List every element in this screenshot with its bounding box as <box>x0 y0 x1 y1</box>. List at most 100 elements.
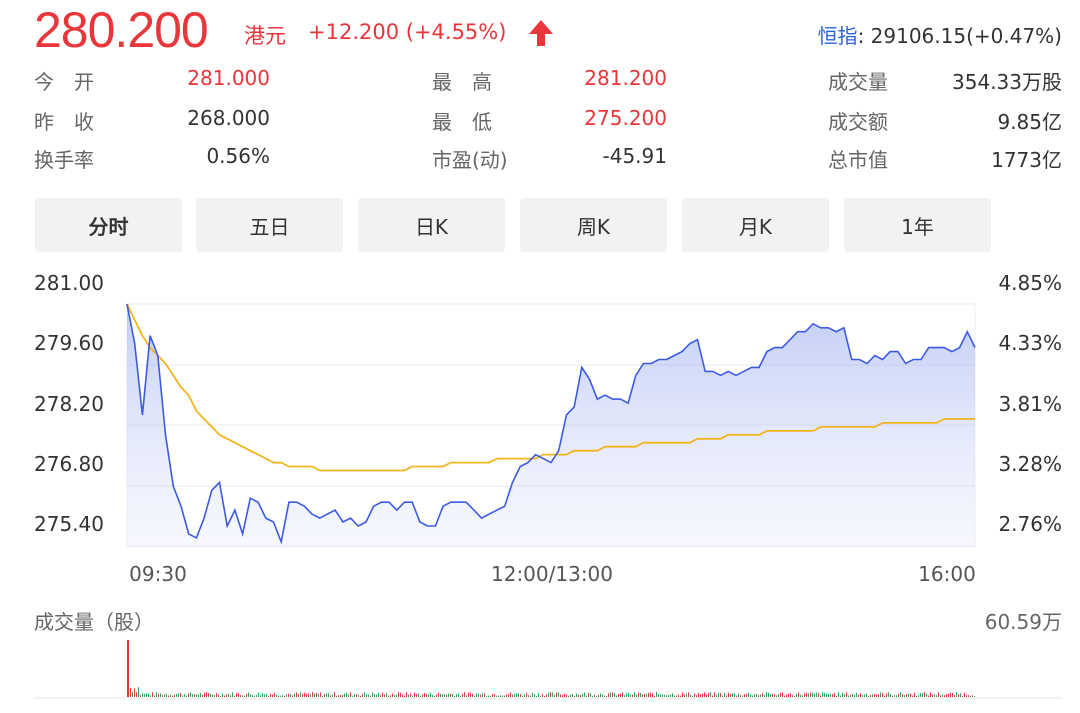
tab-5[interactable]: 1年 <box>844 198 991 252</box>
volume-bar <box>318 694 319 697</box>
volume-bar <box>404 695 405 697</box>
volume-bar <box>580 695 581 697</box>
volume-bar <box>902 694 903 697</box>
volume-bar <box>486 695 487 697</box>
volume-bar <box>426 694 427 697</box>
volume-bar <box>140 694 141 697</box>
stat-value: 281.000 <box>187 66 270 90</box>
volume-bar <box>680 695 681 697</box>
stat-label: 总市值 <box>828 148 888 172</box>
volume-bar <box>410 693 411 697</box>
volume-bar <box>796 693 797 697</box>
volume-bar <box>608 693 609 697</box>
volume-bar <box>132 691 133 697</box>
volume-bar <box>130 688 131 697</box>
volume-bar <box>208 693 209 697</box>
volume-bar <box>408 694 409 697</box>
volume-bar <box>226 694 227 697</box>
volume-bar <box>644 693 645 697</box>
volume-bar <box>774 694 775 697</box>
tab-3[interactable]: 周K <box>520 198 667 252</box>
volume-bar <box>168 695 169 697</box>
tab-1[interactable]: 五日 <box>196 198 343 252</box>
volume-bar <box>266 694 267 697</box>
volume-bar <box>280 695 281 697</box>
y-right-tick: 3.28% <box>998 452 1062 476</box>
volume-bar <box>894 695 895 697</box>
volume-bar <box>508 694 509 697</box>
volume-bar <box>368 694 369 697</box>
volume-bar <box>958 694 959 697</box>
volume-bar <box>304 692 305 697</box>
volume-bar <box>186 695 187 697</box>
volume-bar <box>568 695 569 697</box>
volume-bar <box>216 693 217 697</box>
volume-bar <box>154 695 155 697</box>
volume-bar <box>378 693 379 697</box>
hsi-index-label[interactable]: 恒指 <box>817 24 858 48</box>
volume-bar <box>174 695 175 697</box>
stat-value: 1773亿 <box>991 148 1062 172</box>
volume-bar <box>742 695 743 697</box>
volume-bar <box>284 695 285 697</box>
volume-bar <box>576 693 577 697</box>
volume-bar <box>390 695 391 697</box>
volume-bar <box>376 694 377 697</box>
volume-bar <box>127 640 129 697</box>
volume-bar <box>750 694 751 697</box>
hsi-index[interactable]: 恒指: 29106.15(+0.47%) <box>818 20 1062 49</box>
volume-bar <box>830 694 831 697</box>
tab-2[interactable]: 日K <box>358 198 505 252</box>
volume-bar <box>218 694 219 697</box>
volume-bar <box>712 695 713 697</box>
volume-bar <box>954 695 955 697</box>
volume-bar <box>286 694 287 697</box>
tab-0[interactable]: 分时 <box>35 198 182 252</box>
volume-bar <box>802 695 803 697</box>
volume-bar <box>598 695 599 697</box>
volume-bar <box>394 694 395 697</box>
volume-bar <box>388 695 389 697</box>
volume-bar <box>492 694 493 697</box>
volume-bar <box>308 693 309 697</box>
volume-bar <box>234 695 235 697</box>
volume-bar <box>878 694 879 697</box>
volume-bar <box>744 694 745 697</box>
volume-bar <box>418 693 419 697</box>
volume-bar <box>956 692 957 697</box>
volume-bar <box>364 692 365 697</box>
volume-bar <box>704 692 705 697</box>
volume-bar <box>800 694 801 697</box>
volume-bar <box>838 692 839 697</box>
volume-bar <box>938 692 939 697</box>
volume-bar <box>230 695 231 697</box>
stat-label: 成交额 <box>828 110 888 134</box>
stat-label: 今 开 <box>34 70 94 94</box>
volume-bar <box>842 692 843 697</box>
volume-bar <box>462 694 463 697</box>
volume-bar <box>694 693 695 697</box>
volume-bar <box>202 694 203 697</box>
volume-bar <box>654 695 655 697</box>
volume-bar <box>348 694 349 697</box>
tab-4[interactable]: 月K <box>682 198 829 252</box>
volume-bar <box>528 695 529 697</box>
volume-bar <box>360 695 361 697</box>
volume-bar <box>470 692 471 697</box>
volume-bar <box>788 693 789 697</box>
volume-bar <box>588 693 589 697</box>
volume-bar <box>442 694 443 697</box>
volume-bar <box>836 695 837 697</box>
volume-bar <box>624 695 625 697</box>
volume-bar <box>310 694 311 697</box>
volume-bar <box>566 694 567 697</box>
volume-bar <box>156 692 157 697</box>
volume-bar <box>854 694 855 697</box>
volume-bar <box>538 693 539 697</box>
volume-bar <box>634 692 635 697</box>
volume-bar <box>728 692 729 697</box>
volume-bar <box>866 693 867 697</box>
volume-bar <box>358 694 359 697</box>
volume-bar <box>498 695 499 697</box>
